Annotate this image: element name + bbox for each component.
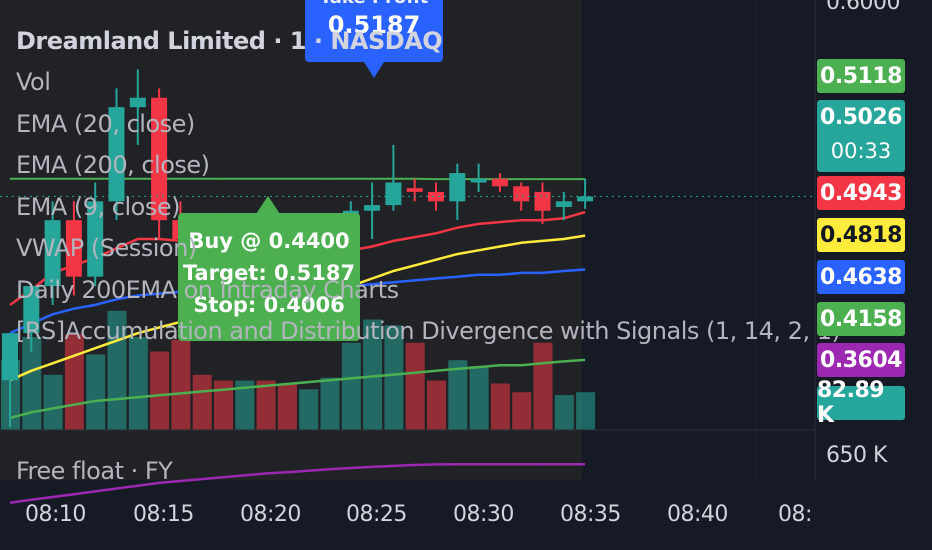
candle-body <box>129 97 146 108</box>
volume-bar <box>150 351 170 430</box>
volume-bar <box>427 380 446 430</box>
indicator-vwap[interactable]: VWAP (Session) <box>16 234 197 262</box>
volume-bar <box>490 383 510 430</box>
volume-bar <box>320 377 340 430</box>
volume-axis-label: 650 K <box>826 443 887 468</box>
candle-body <box>555 201 572 207</box>
volume-bar <box>363 319 383 430</box>
candle-body <box>406 188 423 192</box>
indicator-daily-200ema[interactable]: Daily 200EMA on Intraday Charts <box>16 276 399 304</box>
vwap-line <box>9 358 586 420</box>
time-label-0810: 08:10 <box>25 502 86 527</box>
candle-body <box>534 191 551 211</box>
time-label-0830: 08:30 <box>453 502 514 527</box>
volume-bar <box>43 374 63 430</box>
volume-bar <box>512 392 532 430</box>
volume-bar <box>171 339 191 430</box>
bar-countdown-timer: 00:33 <box>830 139 892 163</box>
last-price-value: 0.5026 <box>820 105 902 130</box>
candle-body <box>449 173 466 202</box>
volume-bar <box>192 374 212 430</box>
volume-bar <box>128 336 148 430</box>
candle-body <box>23 286 40 334</box>
take-profit-value: 0.5187 <box>327 11 421 39</box>
time-label-partial: 08: <box>778 502 812 527</box>
volume-bar <box>299 389 319 430</box>
time-label-0820: 08:20 <box>240 502 301 527</box>
candle-body <box>87 201 104 277</box>
volume-bar <box>235 380 255 430</box>
volume-bar <box>341 342 361 430</box>
volume-bar <box>384 325 404 430</box>
price-tag-volume: 82.89 K <box>817 378 905 428</box>
candle-body <box>108 107 125 202</box>
candle-body <box>364 205 381 211</box>
time-label-0825: 08:25 <box>346 502 407 527</box>
free-float-label[interactable]: Free float · FY <box>16 457 173 485</box>
candle-body <box>151 97 168 221</box>
take-profit-bubble[interactable]: Take Profit 0.5187 <box>305 0 443 62</box>
candle-body <box>470 178 487 183</box>
candle-body <box>428 191 444 202</box>
volume-bar <box>214 380 233 430</box>
price-tag-ema-9: 0.4638 <box>817 260 905 294</box>
buy-line-stop: Stop: 0.4006 <box>193 293 345 317</box>
volume-bar <box>405 342 425 430</box>
indicator-vol[interactable]: Vol <box>16 68 51 96</box>
candle-body <box>491 178 508 187</box>
volume-bar <box>64 334 84 430</box>
indicator-rs-accumulation[interactable]: [RS]Accumulation and Distribution Diverg… <box>16 317 841 345</box>
price-tag-ema-200: 0.4818 <box>817 218 905 252</box>
time-label-0835: 08:35 <box>560 502 621 527</box>
candle-body <box>44 220 61 287</box>
volume-bar <box>277 383 297 430</box>
price-tag-last: 0.5026 00:33 <box>817 100 905 172</box>
volume-bar <box>256 380 276 430</box>
volume-bar <box>469 366 489 430</box>
price-tag-vwap: 0.4158 <box>817 302 905 336</box>
volume-bar <box>576 392 596 430</box>
time-label-0815: 08:15 <box>133 502 194 527</box>
price-tag-upper: 0.5118 <box>817 59 905 93</box>
candle-body <box>577 196 594 202</box>
volume-bar <box>22 336 42 430</box>
candle-body <box>2 333 18 381</box>
candle-body <box>385 182 402 206</box>
candle-body <box>65 220 82 277</box>
take-profit-title: Take Profit <box>305 0 443 10</box>
indicator-ema-9[interactable]: EMA (9, close) <box>16 193 181 221</box>
buy-line-entry: Buy @ 0.4400 <box>188 229 350 253</box>
volume-bar <box>533 342 553 430</box>
price-tag-daily-200ema: 0.3604 <box>817 343 905 377</box>
time-label-0840: 08:40 <box>667 502 728 527</box>
candle-body <box>513 186 530 202</box>
volume-bar <box>448 360 468 430</box>
symbol-title[interactable]: Dreamland Limited · 1 · NASDAQ <box>16 27 443 55</box>
volume-bar <box>554 395 574 430</box>
indicator-ema-20[interactable]: EMA (20, close) <box>16 110 195 138</box>
price-axis-top-label: 0.6000 <box>826 0 900 15</box>
volume-bar <box>86 354 106 430</box>
buy-signal-bubble[interactable]: Buy @ 0.4400 Target: 0.5187 Stop: 0.4006 <box>178 213 360 341</box>
buy-line-target: Target: 0.5187 <box>182 261 356 285</box>
daily-200ema-line <box>9 462 586 504</box>
indicator-ema-200[interactable]: EMA (200, close) <box>16 151 210 179</box>
price-tag-ema-20: 0.4943 <box>817 176 905 210</box>
